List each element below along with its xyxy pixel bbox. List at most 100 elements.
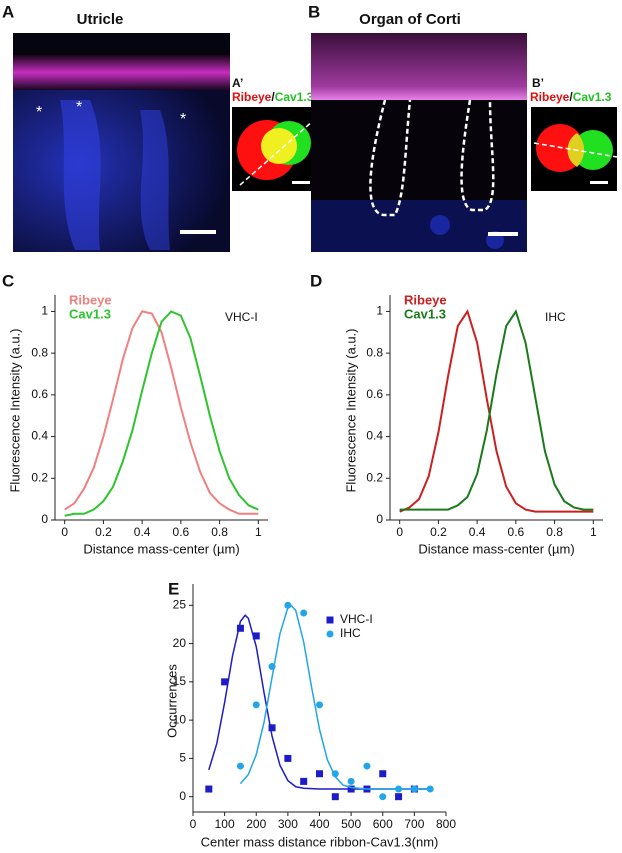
inset-separator: / bbox=[569, 90, 573, 104]
x-tick-label: 0.2 bbox=[430, 525, 447, 539]
line bbox=[64, 310, 259, 515]
panel-title: Organ of Corti bbox=[359, 11, 461, 28]
x-tick-label: 400 bbox=[309, 817, 329, 831]
asterisk: * bbox=[180, 111, 186, 128]
point bbox=[284, 754, 292, 762]
x-tick-label: 0.8 bbox=[211, 525, 228, 539]
y-tick-label: 5 bbox=[179, 751, 186, 765]
inset-label-ribeye: Ribeye bbox=[232, 90, 272, 104]
x-tick-label: 800 bbox=[436, 817, 456, 831]
x-tick-label: 700 bbox=[404, 817, 424, 831]
legend-label: Cav1.3 bbox=[404, 306, 446, 321]
x-tick-label: 500 bbox=[341, 817, 361, 831]
y-tick-label: 0.6 bbox=[366, 387, 383, 401]
inset-b-image bbox=[531, 107, 618, 191]
point bbox=[300, 609, 308, 617]
legend-marker bbox=[326, 616, 334, 624]
x-tick-label: 0 bbox=[61, 525, 68, 539]
inset-label: Ribeye/Cav1.3 bbox=[530, 90, 612, 104]
inset-label: Ribeye/Cav1.3 bbox=[232, 90, 314, 104]
inset-letter: B’ bbox=[532, 76, 544, 90]
inset-label-cav: Cav1.3 bbox=[573, 90, 612, 104]
panel-letter: C bbox=[2, 271, 14, 290]
point bbox=[363, 762, 371, 770]
y-tick-label: 10 bbox=[173, 712, 187, 726]
x-tick-label: 1 bbox=[590, 525, 597, 539]
point bbox=[347, 777, 355, 785]
legend-label: Ribeye bbox=[404, 292, 447, 307]
line bbox=[399, 309, 594, 513]
point bbox=[395, 785, 403, 793]
annotation: VHC-I bbox=[225, 310, 258, 324]
panel-letter: D bbox=[310, 271, 322, 290]
y-axis-label: Fluorescence Intensity (a.u.) bbox=[7, 328, 22, 492]
point bbox=[236, 624, 244, 632]
inset-letter: A’ bbox=[232, 76, 243, 90]
x-tick-label: 0.4 bbox=[134, 525, 151, 539]
inset-separator: / bbox=[271, 90, 275, 104]
point bbox=[205, 785, 213, 793]
line bbox=[399, 309, 594, 511]
annotation: IHC bbox=[545, 310, 566, 324]
point bbox=[379, 793, 387, 801]
legend-label: VHC-I bbox=[340, 612, 373, 626]
point bbox=[426, 785, 434, 793]
x-tick-label: 1 bbox=[255, 525, 262, 539]
y-tick-label: 1 bbox=[41, 304, 48, 318]
point bbox=[268, 663, 276, 671]
y-axis-label: Occurrences bbox=[164, 664, 179, 738]
x-axis-label: Center mass distance ribbon-Cav1.3(nm) bbox=[201, 834, 439, 849]
asterisk: * bbox=[76, 99, 82, 116]
y-tick-label: 0.2 bbox=[31, 470, 48, 484]
y-tick-label: 0.2 bbox=[366, 470, 383, 484]
y-tick-label: 25 bbox=[173, 597, 187, 611]
x-tick-label: 100 bbox=[215, 817, 235, 831]
legend-label: Ribeye bbox=[69, 292, 112, 307]
y-tick-label: 0 bbox=[179, 789, 186, 803]
panel-title: Utricle bbox=[77, 11, 124, 28]
y-tick-label: 0.4 bbox=[366, 429, 383, 443]
x-tick-label: 300 bbox=[278, 817, 298, 831]
y-tick-label: 20 bbox=[173, 636, 187, 650]
y-tick-label: 15 bbox=[173, 674, 187, 688]
inset-label-ribeye: Ribeye bbox=[530, 90, 570, 104]
x-tick-label: 0.8 bbox=[546, 525, 563, 539]
point bbox=[331, 770, 339, 778]
legend-label: IHC bbox=[340, 626, 361, 640]
y-tick-label: 0.8 bbox=[31, 345, 48, 359]
y-axis-label: Fluorescence Intensity (a.u.) bbox=[343, 328, 358, 492]
point bbox=[221, 678, 229, 686]
point bbox=[316, 770, 323, 778]
point bbox=[347, 785, 355, 793]
x-axis-label: Distance mass-center (µm) bbox=[83, 541, 239, 556]
point bbox=[252, 701, 260, 709]
x-axis-label: Distance mass-center (µm) bbox=[418, 541, 574, 556]
point bbox=[379, 770, 387, 778]
legend-label: Cav1.3 bbox=[69, 306, 111, 321]
x-tick-label: 0 bbox=[190, 817, 197, 831]
x-tick-label: 0 bbox=[396, 525, 403, 539]
x-tick-label: 0.6 bbox=[173, 525, 190, 539]
point bbox=[395, 793, 403, 801]
y-tick-label: 0 bbox=[41, 512, 48, 526]
point bbox=[236, 762, 244, 770]
panel-letter: A bbox=[2, 2, 14, 21]
x-tick-label: 0.6 bbox=[508, 525, 525, 539]
y-tick-label: 0.8 bbox=[366, 345, 383, 359]
point bbox=[410, 785, 418, 793]
point bbox=[284, 601, 292, 609]
y-tick-label: 0.4 bbox=[31, 429, 48, 443]
x-tick-label: 0.2 bbox=[95, 525, 112, 539]
fit-line bbox=[239, 604, 431, 790]
point bbox=[331, 793, 339, 801]
panel-b-image bbox=[311, 33, 527, 252]
y-tick-label: 0.6 bbox=[31, 387, 48, 401]
point bbox=[316, 701, 323, 709]
panel-letter: B bbox=[308, 2, 320, 21]
point bbox=[252, 632, 260, 640]
y-tick-label: 1 bbox=[376, 304, 383, 318]
x-tick-label: 600 bbox=[373, 817, 393, 831]
inset-label-cav: Cav1.3 bbox=[275, 90, 314, 104]
